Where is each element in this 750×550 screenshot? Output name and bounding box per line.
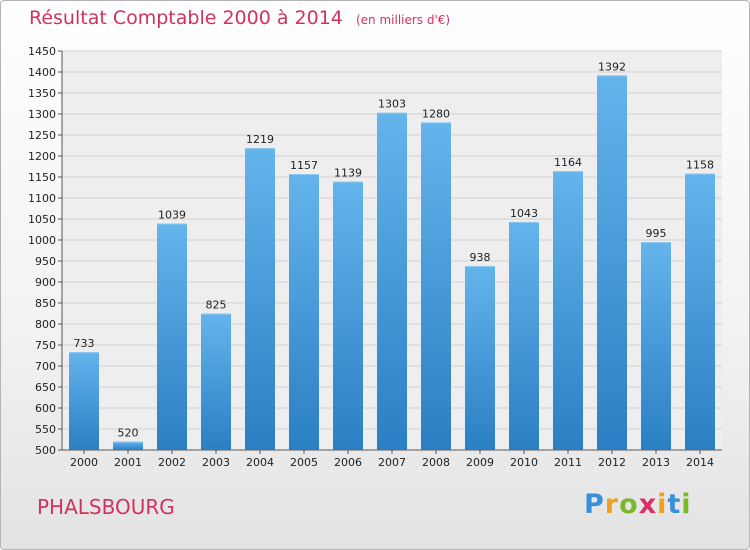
bar xyxy=(597,75,627,451)
chart-title-row: Résultat Comptable 2000 à 2014 (en milli… xyxy=(29,7,450,29)
x-tick-label: 2011 xyxy=(554,456,582,469)
data-label: 1043 xyxy=(510,207,538,220)
x-tick-label: 2003 xyxy=(202,456,230,469)
logo-letter: t xyxy=(667,489,682,520)
data-label: 1392 xyxy=(598,60,626,73)
proxiti-logo: Proxiti xyxy=(584,489,692,520)
data-label: 1158 xyxy=(686,159,714,172)
logo-letter: P xyxy=(584,489,605,520)
x-tick-label: 2009 xyxy=(466,456,494,469)
y-tick-label: 1100 xyxy=(28,192,56,205)
x-tick-label: 2012 xyxy=(598,456,626,469)
logo-letter: r xyxy=(604,489,620,520)
data-label: 1039 xyxy=(158,209,186,222)
y-tick-label: 1450 xyxy=(28,45,56,58)
data-label: 1303 xyxy=(378,98,406,111)
data-label: 995 xyxy=(646,227,667,240)
data-label: 1164 xyxy=(554,156,582,169)
x-tick-label: 2006 xyxy=(334,456,362,469)
y-tick-label: 1050 xyxy=(28,213,56,226)
logo-letter: x xyxy=(638,489,658,520)
y-tick-label: 500 xyxy=(35,444,56,457)
bar xyxy=(201,313,231,450)
logo-letter: i xyxy=(681,489,692,520)
bar xyxy=(553,171,583,450)
bar xyxy=(465,266,495,450)
data-label: 1157 xyxy=(290,159,318,172)
bar xyxy=(333,181,363,450)
y-tick-label: 1150 xyxy=(28,171,56,184)
bar xyxy=(685,173,715,450)
x-tick-label: 2007 xyxy=(378,456,406,469)
logo-letter: o xyxy=(619,489,639,520)
x-tick-label: 2014 xyxy=(686,456,714,469)
commune-name: PHALSBOURG xyxy=(37,495,175,519)
x-tick-label: 2000 xyxy=(70,456,98,469)
data-label: 1219 xyxy=(246,133,274,146)
bar xyxy=(289,174,319,450)
bar xyxy=(113,441,143,450)
bar xyxy=(421,122,451,451)
bar xyxy=(245,148,275,450)
x-tick-label: 2013 xyxy=(642,456,670,469)
bar xyxy=(641,242,671,450)
data-label: 733 xyxy=(74,337,95,350)
data-label: 1280 xyxy=(422,107,450,120)
y-tick-label: 600 xyxy=(35,402,56,415)
y-tick-label: 550 xyxy=(35,423,56,436)
x-tick-label: 2010 xyxy=(510,456,538,469)
data-label: 520 xyxy=(118,427,139,440)
x-tick-label: 2004 xyxy=(246,456,274,469)
x-tick-label: 2005 xyxy=(290,456,318,469)
data-label: 1139 xyxy=(334,167,362,180)
y-tick-label: 750 xyxy=(35,339,56,352)
chart-title: Résultat Comptable 2000 à 2014 xyxy=(29,7,343,29)
y-tick-label: 1300 xyxy=(28,108,56,121)
bar xyxy=(69,352,99,450)
data-label: 938 xyxy=(470,251,491,264)
y-tick-label: 950 xyxy=(35,255,56,268)
y-tick-label: 800 xyxy=(35,318,56,331)
bar xyxy=(377,112,407,451)
y-tick-label: 1400 xyxy=(28,66,56,79)
y-tick-label: 1250 xyxy=(28,129,56,142)
chart-unit-label: (en milliers d'€) xyxy=(355,13,451,27)
y-tick-label: 650 xyxy=(35,381,56,394)
y-tick-label: 1200 xyxy=(28,150,56,163)
data-label: 825 xyxy=(206,299,227,312)
y-tick-label: 1000 xyxy=(28,234,56,247)
bar xyxy=(509,221,539,450)
x-tick-label: 2008 xyxy=(422,456,450,469)
y-tick-label: 900 xyxy=(35,276,56,289)
y-tick-label: 1350 xyxy=(28,87,56,100)
y-tick-label: 850 xyxy=(35,297,56,310)
x-tick-label: 2001 xyxy=(114,456,142,469)
x-tick-label: 2002 xyxy=(158,456,186,469)
bar xyxy=(157,223,187,450)
logo-letter: i xyxy=(657,489,668,520)
y-tick-label: 700 xyxy=(35,360,56,373)
